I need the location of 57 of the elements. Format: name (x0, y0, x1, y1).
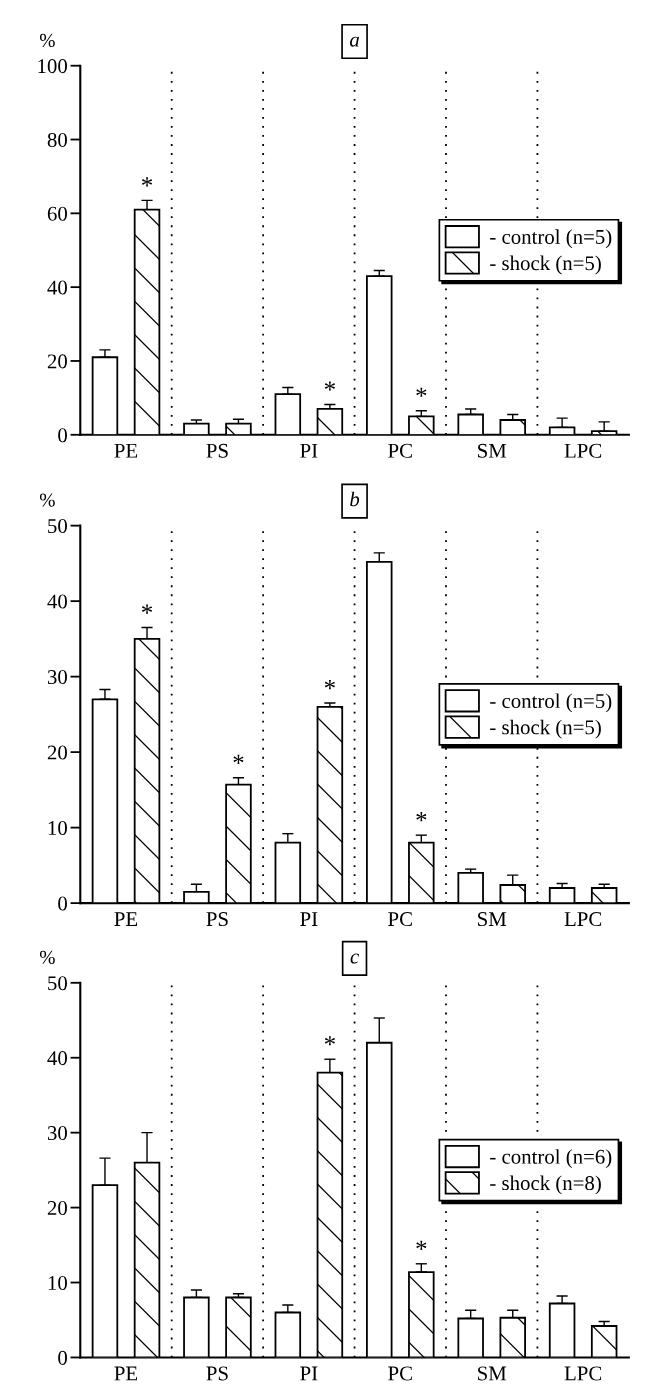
y-tick-label: 10 (48, 1275, 67, 1290)
x-tick-label: PC (388, 1366, 412, 1381)
legend-label: - control (n=5) (490, 229, 612, 249)
y-tick-label: 40 (47, 1051, 67, 1066)
y-tick-label: 20 (47, 354, 67, 369)
y-tick-label: 30 (47, 1126, 67, 1141)
legend-label: - control (n=6) (490, 1149, 612, 1169)
x-tick-label: SM (478, 1366, 507, 1381)
legend-label: - shock (n=5) (490, 719, 601, 739)
data-label: * (324, 1036, 335, 1046)
chart-title: c (350, 953, 359, 964)
x-tick-label: SM (478, 443, 507, 458)
legend-label: - shock (n=5) (490, 255, 601, 275)
x-tick-label: PE (114, 912, 138, 926)
y-tick-label: 50 (48, 976, 67, 991)
x-tick-label: PC (388, 912, 412, 927)
x-tick-label: PI (300, 443, 318, 458)
data-label: * (324, 679, 335, 690)
data-label: * (233, 754, 244, 764)
chart-title: a (349, 36, 359, 47)
y-axis-title: % (39, 33, 55, 48)
y-axis-title: % (39, 950, 55, 964)
y-tick-label: 20 (47, 745, 67, 760)
x-tick-label: PS (206, 912, 228, 927)
x-tick-label: PI (300, 1366, 318, 1381)
chart-title: b (350, 491, 360, 507)
x-tick-label: SM (478, 912, 507, 927)
y-tick-label: 20 (47, 1200, 67, 1216)
x-tick-label: LPC (564, 443, 602, 458)
data-label: * (324, 381, 335, 391)
legend-label: - shock (n=8) (490, 1175, 601, 1195)
y-tick-label: 10 (48, 820, 67, 836)
x-tick-label: PE (114, 1366, 138, 1381)
data-label: * (416, 1240, 427, 1250)
x-tick-label: PE (114, 443, 138, 458)
y-tick-label: 60 (47, 206, 67, 221)
x-tick-label: PS (206, 443, 228, 458)
y-tick-label: 50 (48, 519, 67, 534)
y-tick-label: 100 (38, 59, 67, 74)
y-tick-label: 40 (47, 594, 67, 609)
x-tick-label: PI (300, 912, 318, 926)
y-tick-label: 80 (47, 132, 67, 147)
y-tick-label: 0 (58, 1350, 67, 1365)
legend-label: - control (n=5) (490, 693, 612, 713)
y-tick-label: 0 (58, 896, 67, 911)
data-label: * (416, 387, 427, 397)
y-tick-label: 0 (58, 428, 67, 443)
x-tick-label: PS (206, 1366, 228, 1381)
y-tick-label: 30 (47, 670, 67, 685)
data-label: * (416, 812, 427, 822)
data-label: * (142, 604, 153, 614)
y-axis-title: % (39, 493, 55, 507)
x-tick-label: LPC (564, 912, 602, 927)
x-tick-label: PC (388, 443, 412, 458)
data-label: * (142, 177, 153, 187)
y-tick-label: 40 (47, 280, 67, 295)
x-tick-label: LPC (564, 1366, 602, 1381)
